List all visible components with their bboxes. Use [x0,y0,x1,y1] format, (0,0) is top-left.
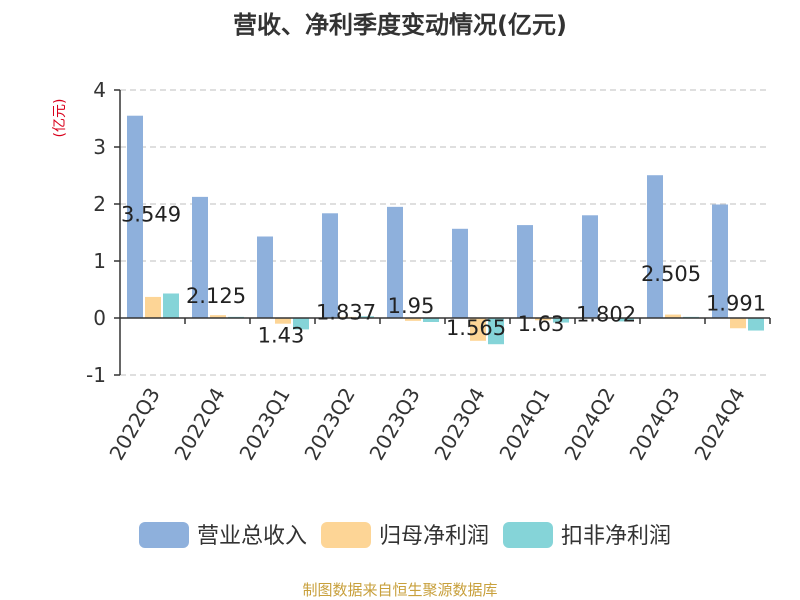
data-label: 1.63 [518,312,565,336]
bar-3 [358,316,374,318]
bar-1 [387,206,403,318]
legend-swatch [503,522,553,548]
bar-2 [665,314,681,318]
data-label: 3.549 [121,203,181,227]
data-label: 2.505 [641,262,701,286]
x-tick-labels: 2022Q3 2022Q4 2023Q1 2023Q2 2023Q3 2023Q4 2024… [104,384,749,465]
data-label: 1.837 [316,300,376,324]
legend-swatch [321,522,371,548]
y-tick-label: -1 [86,363,106,387]
source-note: 制图数据来自恒生聚源数据库 [302,581,497,599]
x-tick-label: 2022Q4 [169,384,229,465]
bar-2 [470,318,486,341]
bar-1 [647,175,663,318]
bar-2 [145,296,161,318]
bar-1 [517,225,533,318]
y-axis-label: (亿元) [52,99,68,138]
data-label: 2.125 [186,284,246,308]
bar-2 [275,318,291,324]
bar-2 [535,318,551,321]
y-tick-label: 4 [93,78,106,102]
y-tick-label: 0 [93,306,106,330]
bars [127,115,764,345]
x-tick-label: 2023Q3 [364,384,424,465]
bar-3 [163,293,179,318]
x-tick-label: 2023Q4 [429,384,489,465]
bar-3 [423,318,439,322]
bar-1 [582,215,598,318]
chart-title: 营收、净利季度变动情况(亿元) [233,11,567,39]
bar-3 [553,318,569,323]
y-tick-label: 1 [93,249,106,273]
x-tick-label: 2024Q4 [689,384,749,465]
x-tick-label: 2023Q2 [299,384,359,465]
legend-swatch [139,522,189,548]
x-tick-label: 2023Q1 [234,384,294,465]
axes [114,89,771,376]
data-label: 1.565 [446,316,506,340]
bar-3 [748,318,764,331]
legend-label: 归母净利润 [379,524,489,549]
bar-2 [405,318,421,321]
data-label: 1.991 [706,292,766,316]
bar-1 [712,204,728,318]
bar-1 [257,236,273,318]
bar-1 [452,228,468,318]
x-tick-label: 2024Q3 [624,384,684,465]
bar-1 [127,115,143,318]
bar-3 [618,318,634,322]
bar-3 [293,318,309,330]
bar-1 [192,196,208,318]
data-label: 1.802 [576,302,636,326]
y-tick-label: 3 [93,135,106,159]
bar-2 [730,318,746,329]
legend-label: 营业总收入 [197,524,307,549]
x-tick-label: 2024Q2 [559,384,619,465]
data-label: 1.95 [388,294,435,318]
bar-2 [210,315,226,318]
data-label: 1.43 [258,323,305,347]
data-labels: 3.549 2.125 1.43 1.837 1.95 1.565 1.63 1.8022.5… [121,203,766,348]
x-tick-label: 2024Q1 [494,384,554,465]
y-tick-label: 2 [93,192,106,216]
legend-label: 扣非净利润 [561,524,671,549]
y-tick-labels: -1 0 1 2 3 4 [86,78,106,387]
x-tick-label: 2022Q3 [104,384,164,465]
legend: 营业总收入 归母净利润 扣非净利润 [139,522,671,549]
bar-1 [322,213,338,318]
bar-3 [488,318,504,345]
